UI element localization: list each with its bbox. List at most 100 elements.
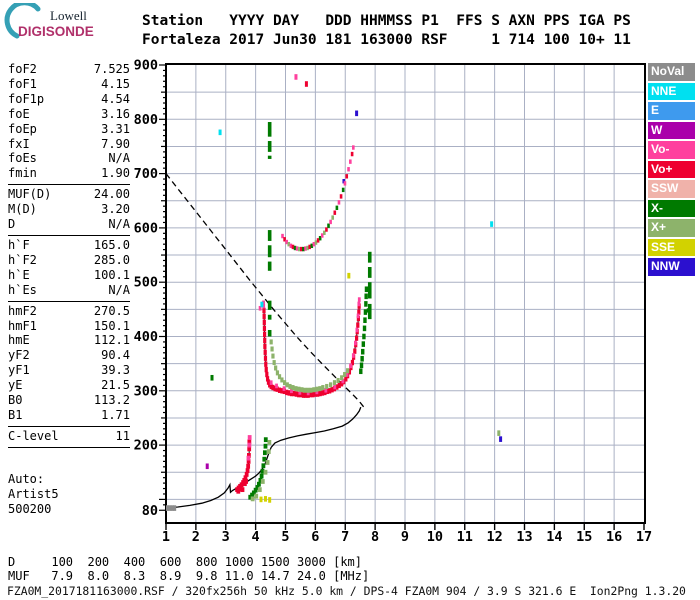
second-hop-trace-point bbox=[349, 159, 352, 164]
o-trace-point bbox=[301, 392, 306, 398]
param-label: fxI bbox=[8, 136, 30, 151]
param-value: 1.90 bbox=[101, 166, 130, 181]
param-row: foEp 3.31 bbox=[8, 122, 130, 137]
f1-e-trace-o-point bbox=[244, 479, 248, 484]
f1-e-trace-o-point bbox=[247, 439, 252, 445]
o-trace-outliers-point bbox=[357, 297, 361, 302]
stray-echoes-point bbox=[499, 436, 503, 442]
second-hop-trace-point bbox=[314, 240, 318, 245]
x-trace-bottom-point bbox=[303, 387, 307, 393]
o-trace-outliers-point bbox=[258, 305, 262, 311]
rfi-column-4.5mhz bbox=[267, 329, 272, 337]
x-axis-label: 1 bbox=[162, 529, 170, 545]
x-trace-right-point bbox=[360, 355, 364, 362]
o-trace-outliers-point bbox=[324, 387, 328, 393]
param-label: foF1p bbox=[8, 91, 45, 106]
param-label: M(D) bbox=[8, 202, 37, 217]
x-trace-bottom-point bbox=[274, 365, 278, 371]
second-hop-trace-point bbox=[285, 239, 288, 245]
y-axis-label: 600 bbox=[134, 220, 158, 236]
param-value: N/A bbox=[108, 217, 130, 232]
muf-row: MUF 7.9 8.0 8.3 8.9 9.8 11.0 14.7 24.0 [… bbox=[8, 568, 370, 583]
o-trace-outliers-point bbox=[357, 301, 361, 307]
param-row: MUF(D) 24.00 bbox=[8, 187, 130, 202]
second-hop-trace-point bbox=[337, 200, 341, 205]
f1-e-trace-o-point bbox=[247, 453, 251, 458]
x-axis-label: 10 bbox=[427, 529, 443, 545]
o-trace-point bbox=[262, 313, 266, 320]
f1-e-trace-x-point bbox=[263, 437, 268, 443]
o-trace-point bbox=[328, 388, 332, 394]
f1-e-trace-o-point bbox=[246, 463, 251, 469]
x-axis-label: 3 bbox=[222, 529, 230, 545]
second-hop-trace-point bbox=[306, 245, 309, 251]
x-axis-label: 5 bbox=[281, 529, 289, 545]
x-axis-label: 17 bbox=[636, 529, 652, 545]
param-value: 7.525 bbox=[93, 62, 130, 76]
o-trace-point bbox=[280, 388, 284, 394]
x-trace-bottom-point bbox=[340, 375, 344, 381]
param-row: D N/A bbox=[8, 217, 130, 232]
o-trace-point bbox=[282, 388, 286, 395]
x-axis-label: 16 bbox=[606, 529, 622, 545]
param-row: Artist5 bbox=[8, 487, 130, 502]
x-trace-bottom-point bbox=[269, 339, 273, 345]
o-trace-point bbox=[330, 387, 334, 393]
x-trace-bottom-point bbox=[297, 386, 301, 392]
o-trace-outliers-point bbox=[341, 378, 345, 384]
param-label: h`F bbox=[8, 237, 30, 252]
param-row: B0 113.2 bbox=[8, 393, 130, 408]
stray-echoes-point bbox=[168, 505, 172, 511]
second-hop-trace-point bbox=[333, 210, 337, 215]
o-trace-outliers-point bbox=[290, 388, 293, 394]
rfi-column-4.5mhz bbox=[267, 155, 272, 159]
f1-e-trace-x-point bbox=[263, 443, 268, 449]
o-trace-point bbox=[356, 322, 360, 328]
o-trace-point bbox=[318, 390, 322, 397]
rfi-column-4.5mhz bbox=[267, 141, 272, 152]
rfi-column-4.5mhz bbox=[267, 314, 272, 320]
second-hop-trace-point bbox=[343, 181, 347, 186]
o-trace-point bbox=[265, 376, 270, 382]
param-group: C-level 11 bbox=[8, 427, 130, 448]
param-label: hmE bbox=[8, 333, 30, 348]
o-trace-point bbox=[262, 331, 267, 338]
stray-echoes-point bbox=[497, 430, 501, 436]
x-trace-bottom-point bbox=[272, 360, 276, 366]
x-trace-bottom-point bbox=[312, 387, 316, 393]
f1-e-trace-x-point bbox=[258, 477, 263, 483]
param-group: MUF(D) 24.00 M(D) 3.20 D N/A bbox=[8, 185, 130, 236]
f1-e-trace-x-point bbox=[263, 469, 268, 475]
legend-item-noval: NoVal bbox=[648, 63, 695, 81]
legend-item-vo: Vo+ bbox=[648, 160, 695, 178]
x-spread-column-7.8mhz bbox=[367, 282, 372, 299]
o-trace-point bbox=[264, 361, 268, 367]
x-trace-bottom-point bbox=[275, 370, 280, 376]
stray-echoes-point bbox=[165, 505, 169, 511]
o-trace-point bbox=[263, 349, 267, 355]
param-row: h`F 165.0 bbox=[8, 238, 130, 253]
param-row: Auto: bbox=[8, 472, 130, 487]
o-trace-point bbox=[325, 388, 329, 395]
o-trace-point bbox=[264, 366, 268, 373]
o-trace-point bbox=[263, 355, 268, 361]
param-label: h`E bbox=[8, 267, 30, 282]
o-trace-point bbox=[287, 390, 291, 396]
x-axis-label: 12 bbox=[486, 529, 502, 545]
o-trace-point bbox=[347, 369, 352, 375]
param-label: foEs bbox=[8, 151, 37, 166]
x-trace-right-point bbox=[363, 317, 367, 324]
x-trace-bottom-point bbox=[343, 372, 347, 378]
second-hop-trace-point bbox=[323, 230, 326, 235]
o-trace-outliers-point bbox=[351, 353, 355, 358]
o-trace-outliers-point bbox=[262, 303, 266, 309]
second-hop-trace-point bbox=[304, 246, 307, 251]
o-trace-point bbox=[285, 389, 289, 396]
param-value: N/A bbox=[108, 282, 130, 297]
o-trace-point bbox=[357, 309, 361, 315]
f1-e-trace-o-point bbox=[245, 468, 250, 474]
second-hop-trace-point bbox=[310, 243, 314, 249]
x-axis-label: 13 bbox=[516, 529, 532, 545]
x-axis-label: 2 bbox=[192, 529, 200, 545]
param-value: 165.0 bbox=[93, 237, 130, 252]
